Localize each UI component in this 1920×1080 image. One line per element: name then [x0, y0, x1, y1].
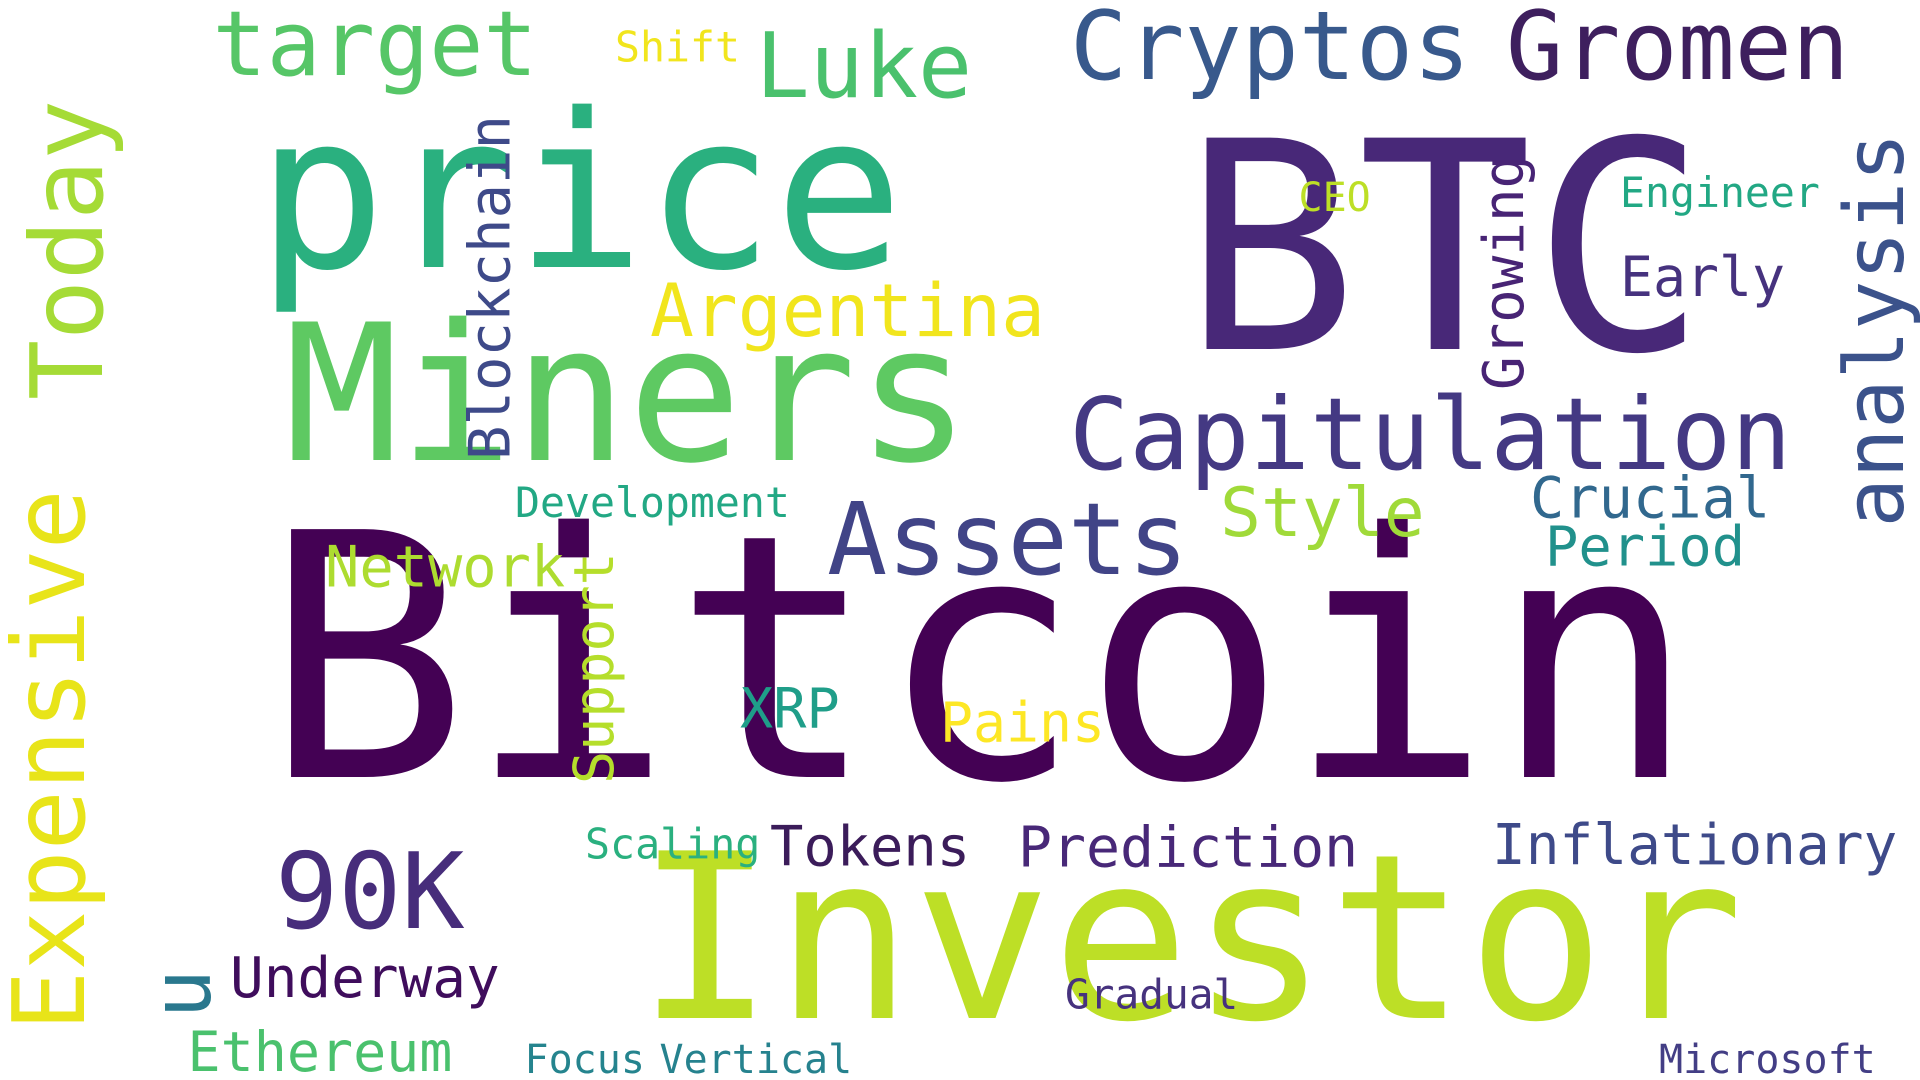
word-development: Development: [515, 478, 790, 527]
word-btc: BTC: [1183, 81, 1707, 418]
word-target: target: [212, 0, 538, 97]
word-ethereum: Ethereum: [187, 1020, 453, 1080]
word-gradual: Gradual: [1065, 970, 1239, 1019]
word-pains: Pains: [940, 690, 1105, 755]
word-early: Early: [1620, 245, 1785, 309]
word-gromen: Gromen: [1506, 0, 1850, 102]
word-inflationary: Inflationary: [1492, 813, 1898, 878]
word-microsoft: Microsoft: [1659, 1037, 1876, 1080]
word-miners: Miners: [284, 284, 971, 505]
word-style: Style: [1220, 474, 1425, 553]
word-assets: Assets: [827, 481, 1189, 598]
word-price: price: [256, 67, 904, 318]
word-today: Today: [9, 99, 126, 400]
word-engineer: Engineer: [1620, 168, 1820, 217]
word-90k: 90K: [275, 831, 465, 953]
word-underway: Underway: [230, 946, 500, 1011]
word-analysis: analysis: [1828, 132, 1920, 528]
word-scaling: Scaling: [585, 819, 761, 869]
word-expensive: Expensive: [0, 489, 108, 1031]
word-investor: Investor: [636, 806, 1744, 1073]
word-blockchain: Blockchain: [456, 115, 524, 460]
word-support: Support: [562, 552, 626, 784]
word-growing: Growing: [1472, 154, 1537, 390]
word-bitcoin: Bitcoin: [263, 462, 1697, 858]
word-tokens: Tokens: [770, 815, 971, 880]
word-ceo: CEO: [1298, 175, 1371, 221]
word-shift: Shift: [615, 22, 740, 72]
word-argentina: Argentina: [650, 269, 1045, 354]
word-cryptos: Cryptos: [1070, 0, 1471, 102]
word-prediction: Prediction: [1018, 815, 1359, 881]
word-xrp: XRP: [740, 677, 840, 742]
word-period: Period: [1545, 515, 1746, 580]
word-vertical: Vertical: [659, 1037, 853, 1080]
word-capitulation: Capitulation: [1069, 376, 1792, 493]
word-crucial: Crucial: [1530, 465, 1771, 532]
word-u: u: [135, 969, 230, 1019]
word-focus: Focus: [524, 1037, 645, 1080]
word-network: Network: [325, 534, 566, 601]
word-luke: Luke: [755, 14, 973, 119]
